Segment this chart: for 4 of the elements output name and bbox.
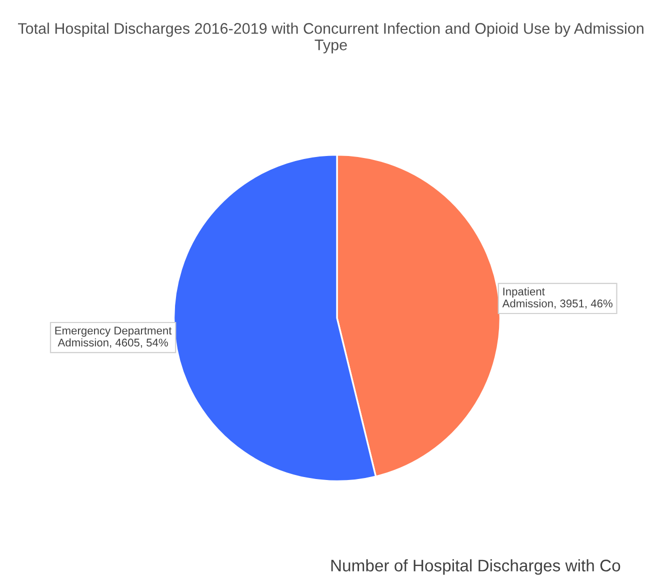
- slice-label: Inpatient Admission, 3951, 46%: [502, 287, 612, 309]
- chart-title: Total Hospital Discharges 2016-2019 with Concurrent Infection and Opioid Use by Admission Type: [18, 22, 644, 54]
- slice-label: Emergency Department Admission, 4605, 54%: [55, 326, 172, 348]
- text: Number of Hospital Discharges with Co: [331, 559, 620, 575]
